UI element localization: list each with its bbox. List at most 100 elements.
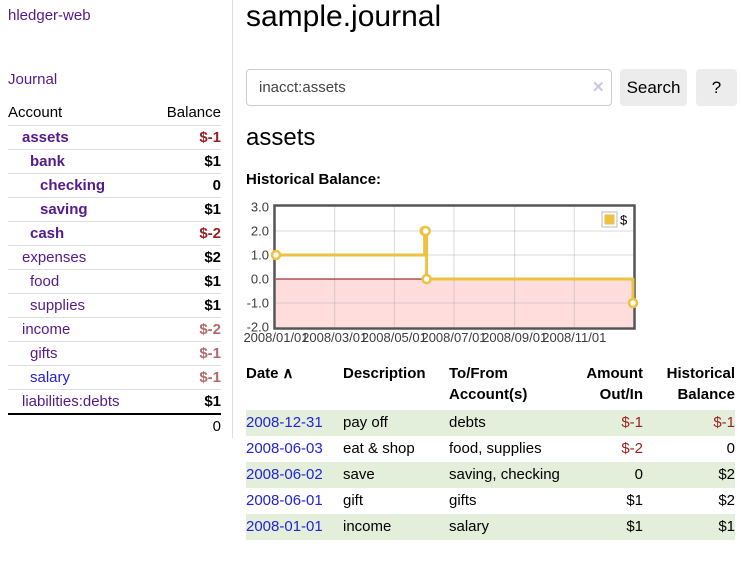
sidebar-account-food[interactable]: food	[30, 273, 60, 290]
account-balance: $1	[204, 153, 221, 170]
sort-asc-icon: ∧	[282, 365, 294, 382]
register-balance: $2	[718, 492, 735, 509]
y-tick-label: 3.0	[251, 200, 269, 215]
account-balance: $-1	[199, 129, 221, 146]
sidebar-account-assets[interactable]: assets	[22, 129, 69, 146]
register-balance: $-1	[713, 414, 735, 431]
negative-region	[276, 279, 633, 327]
column-header-amount: Amount Out/In	[586, 365, 643, 403]
register-amount: 0	[634, 466, 643, 483]
x-tick-label: 2008/07/01	[421, 330, 486, 345]
column-header-accounts: To/From Account(s)	[449, 365, 528, 403]
data-point-marker	[420, 225, 431, 237]
register-header-row: Date ∧ Description To/From Account(s) Amo…	[246, 361, 735, 410]
register-amount: $-2	[621, 440, 643, 457]
y-tick-label: 0.0	[251, 272, 269, 287]
data-point-marker	[421, 273, 432, 285]
account-row: supplies $1	[8, 293, 221, 318]
app-title-link[interactable]: hledger-web	[8, 7, 91, 24]
sidebar-account-income[interactable]: income	[22, 321, 71, 338]
register-accounts: saving, checking	[449, 466, 560, 483]
sidebar-account-cash[interactable]: cash	[30, 225, 65, 242]
sidebar-item-journal[interactable]: Journal	[8, 71, 58, 88]
register-accounts: debts	[449, 414, 486, 431]
account-row: cash $-2	[8, 221, 221, 246]
clear-search-icon[interactable]: ✕	[592, 79, 605, 96]
account-balance: $1	[204, 297, 221, 314]
register-row: 2008-06-02 save saving, checking 0 $2	[246, 462, 735, 488]
register-accounts: salary	[449, 518, 490, 535]
account-balance: $-2	[199, 321, 221, 338]
accounts-table-header: Account Balance	[8, 101, 221, 126]
page-title: sample.journal	[246, 0, 442, 33]
y-tick-label: -1.0	[247, 296, 269, 311]
search-form: ✕ Search ?	[246, 69, 738, 107]
accounts-total-balance: 0	[212, 418, 221, 435]
sidebar-account-checking[interactable]: checking	[40, 177, 106, 194]
register-amount: $1	[626, 518, 643, 535]
account-balance: $1	[204, 273, 221, 290]
sidebar-account-bank[interactable]: bank	[30, 153, 66, 170]
register-balance: $2	[718, 466, 735, 483]
y-tick-label: 1.0	[251, 248, 269, 263]
register-date-link[interactable]: 2008-06-02	[246, 466, 323, 483]
account-row: liabilities:debts $1	[8, 389, 221, 415]
legend-swatch	[604, 214, 615, 225]
x-tick-label: 2008/01/01	[243, 330, 308, 345]
register-amount: $1	[626, 492, 643, 509]
sidebar-account-liabilities-debts[interactable]: liabilities:debts	[22, 393, 120, 410]
sidebar-account-saving[interactable]: saving	[40, 201, 88, 218]
register-date-link[interactable]: 2008-12-31	[246, 414, 323, 431]
register-description: income	[343, 518, 392, 535]
plot-border	[273, 204, 636, 330]
register-row: 2008-06-01 gift gifts $1 $2	[246, 488, 735, 514]
x-tick-label: 2008/11/01	[542, 330, 606, 345]
help-button[interactable]: ?	[696, 69, 737, 106]
account-balance: $1	[204, 393, 221, 410]
register-accounts: food, supplies	[449, 440, 542, 457]
column-header-description: Description	[343, 365, 426, 382]
register-date-link[interactable]: 2008-06-01	[246, 492, 323, 509]
balance-column-header: Balance	[166, 104, 221, 121]
accounts-total-row: 0	[8, 414, 221, 438]
sidebar-account-salary[interactable]: salary	[30, 369, 71, 386]
sidebar: hledger-web Journal Account Balance asse…	[0, 0, 233, 438]
register-balance: 0	[726, 440, 735, 457]
register-date-link[interactable]: 2008-01-01	[246, 518, 323, 535]
register-description: save	[343, 466, 375, 483]
account-row: gifts $-1	[8, 341, 221, 366]
x-tick-label: 2008/03/01	[302, 330, 367, 345]
column-header-balance: Historical Balance	[666, 365, 735, 403]
register-date-link[interactable]: 2008-06-03	[246, 440, 323, 457]
historical-balance-chart: $3.0 2.0 1.0 0.0 -1.0 -2.02008/01/012008/03/0…	[243, 200, 639, 345]
chart-label: Historical Balance:	[246, 171, 382, 188]
account-balance: 0	[212, 177, 221, 194]
legend-label: $	[620, 213, 628, 228]
search-button[interactable]: Search	[620, 69, 687, 106]
register-accounts: gifts	[449, 492, 477, 509]
register-description: gift	[343, 492, 364, 509]
sidebar-account-expenses[interactable]: expenses	[22, 249, 87, 266]
account-balance: $-2	[199, 225, 221, 242]
column-header-date[interactable]: Date ∧	[246, 365, 294, 382]
data-point-marker	[627, 297, 639, 309]
register-description: pay off	[343, 414, 388, 431]
account-row: saving $1	[8, 197, 221, 222]
y-tick-label: 2.0	[251, 224, 269, 239]
account-column-header: Account	[8, 104, 63, 121]
search-input[interactable]	[246, 69, 612, 106]
account-balance: $-1	[199, 345, 221, 362]
account-row: checking 0	[8, 173, 221, 198]
account-row: bank $1	[8, 149, 221, 174]
account-row: assets $-1	[8, 125, 221, 150]
accounts-balance-table: Account Balance assets $-1 bank $1 checking 0…	[8, 101, 221, 438]
data-point-marker	[270, 249, 282, 261]
x-tick-label: 2008/05/01	[362, 330, 427, 345]
register-row: 2008-01-01 income salary $1 $1	[246, 514, 735, 540]
account-row: salary $-1	[8, 365, 221, 390]
sidebar-account-supplies[interactable]: supplies	[30, 297, 86, 314]
register-amount: $-1	[621, 414, 643, 431]
account-row: expenses $2	[8, 245, 221, 270]
account-balance: $1	[204, 201, 221, 218]
sidebar-account-gifts[interactable]: gifts	[30, 345, 58, 362]
